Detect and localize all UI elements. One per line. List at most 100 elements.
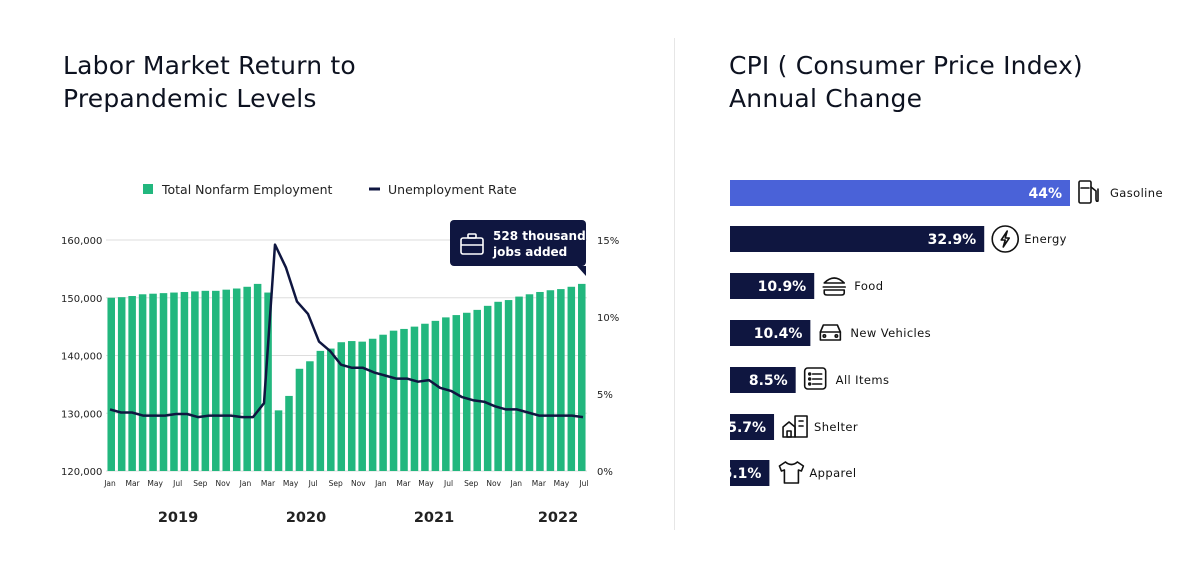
x-tick-label: May <box>418 479 434 488</box>
shirt-icon <box>778 461 805 484</box>
employment-bar <box>316 350 325 471</box>
legend-label-employment: Total Nonfarm Employment <box>161 182 333 197</box>
x-tick-label: Sep <box>329 479 343 488</box>
cpi-bar <box>730 273 815 299</box>
y-right-tick-label: 5% <box>597 390 613 401</box>
cpi-category-label: Food <box>854 279 883 293</box>
employment-bar <box>431 320 440 471</box>
employment-bar <box>389 330 398 471</box>
fuel-pump-icon <box>1078 180 1099 204</box>
employment-bar <box>379 334 387 471</box>
pump-body <box>1078 180 1092 204</box>
cpi-value-label: 8.5% <box>749 373 788 389</box>
employment-bar <box>400 328 408 471</box>
x-tick-label: Mar <box>396 479 411 488</box>
right-chart-title: CPI ( Consumer Price Index) Annual Change <box>729 49 1083 115</box>
employment-bar <box>306 361 314 471</box>
y-left-tick-label: 140,000 <box>61 352 102 363</box>
year-label: 2019 <box>158 510 198 526</box>
pump-hose <box>1090 186 1099 203</box>
tower-shape <box>794 415 808 438</box>
car-light-left <box>822 334 827 339</box>
employment-bar <box>128 296 136 471</box>
cpi-bar <box>730 414 775 440</box>
unemployment-line <box>109 243 584 419</box>
year-label: 2022 <box>538 510 578 526</box>
callout-pointer <box>577 266 586 276</box>
x-tick-label: Jan <box>239 479 252 488</box>
x-tick-label: Jul <box>578 479 588 488</box>
cpi-bar <box>730 226 985 252</box>
y-left-tick-label: 130,000 <box>61 409 102 420</box>
employment-bar <box>170 292 178 471</box>
employment-bar <box>567 286 576 471</box>
cpi-category-label: New Vehicles <box>850 326 931 340</box>
x-tick-label: Jan <box>374 479 387 488</box>
callout-line2: jobs added <box>492 245 567 259</box>
house-door <box>786 430 792 438</box>
employment-bar <box>138 294 147 471</box>
employment-bar <box>201 290 210 471</box>
cpi-category-label: All Items <box>836 373 890 387</box>
list-icon <box>803 367 827 390</box>
cpi-bar <box>730 180 1070 206</box>
x-tick-label: Sep <box>464 479 478 488</box>
x-tick-label: Mar <box>125 479 140 488</box>
y-right-tick-label: 15% <box>597 236 619 247</box>
cpi-value-label: 44% <box>1028 186 1062 202</box>
lightning-ring <box>991 225 1020 253</box>
list-bullet <box>807 372 812 376</box>
lightning-icon <box>991 225 1020 253</box>
callout-line1: 528 thousand <box>493 229 586 243</box>
left-title-line1: Labor Market Return to <box>63 51 356 80</box>
employment-bar <box>285 395 293 471</box>
employment-bar <box>536 291 544 471</box>
left-chart-title: Labor Market Return to Prepandemic Levels <box>63 49 356 115</box>
y-left-tick-label: 120,000 <box>61 467 102 478</box>
x-tick-label: Jan <box>103 479 116 488</box>
employment-bar <box>494 301 502 471</box>
employment-bar <box>212 290 220 471</box>
callout-box <box>450 220 586 266</box>
employment-bar <box>578 283 586 471</box>
cpi-value-label: 10.9% <box>758 279 807 295</box>
cpi-bar <box>730 460 770 486</box>
year-label: 2021 <box>414 510 454 526</box>
y-right-tick-label: 10% <box>597 313 619 324</box>
left-title-line2: Prepandemic Levels <box>63 84 317 113</box>
cpi-category-label: Gasoline <box>1110 186 1163 200</box>
employment-bar <box>515 296 523 471</box>
employment-bar <box>462 312 471 471</box>
car-icon <box>819 324 842 341</box>
list-bullet <box>807 377 812 381</box>
employment-bar <box>358 341 366 471</box>
x-tick-label: Mar <box>532 479 547 488</box>
callout-annotation: 528 thousand jobs added <box>450 220 586 276</box>
cpi-value-label: 32.9% <box>928 232 977 248</box>
employment-bar <box>295 368 304 471</box>
employment-bar <box>504 300 513 471</box>
employment-bar <box>327 348 335 471</box>
labor-market-chart: 160,000 150,000 140,000 130,000 120,000 15% 10… <box>61 182 619 526</box>
x-tick-label: Jul <box>443 479 453 488</box>
employment-bar <box>180 291 189 471</box>
employment-bar <box>546 290 555 471</box>
y-left-tick-label: 150,000 <box>61 294 102 305</box>
employment-bar <box>253 283 262 471</box>
house-shape <box>782 421 796 438</box>
briefcase-handle <box>467 233 477 239</box>
cpi-value-label: 5.7% <box>727 420 766 436</box>
employment-bar <box>410 326 419 471</box>
employment-bar <box>243 286 251 471</box>
employment-bar <box>483 305 492 471</box>
lightning-bolt <box>1000 230 1011 248</box>
x-tick-label: Nov <box>216 479 231 488</box>
briefcase-icon <box>460 233 484 255</box>
employment-bar <box>222 289 231 471</box>
cpi-value-label: 5.1% <box>723 466 762 482</box>
cpi-bar <box>730 367 796 393</box>
x-tick-label: Nov <box>351 479 366 488</box>
employment-bar <box>117 297 126 471</box>
employment-bar <box>442 317 450 471</box>
